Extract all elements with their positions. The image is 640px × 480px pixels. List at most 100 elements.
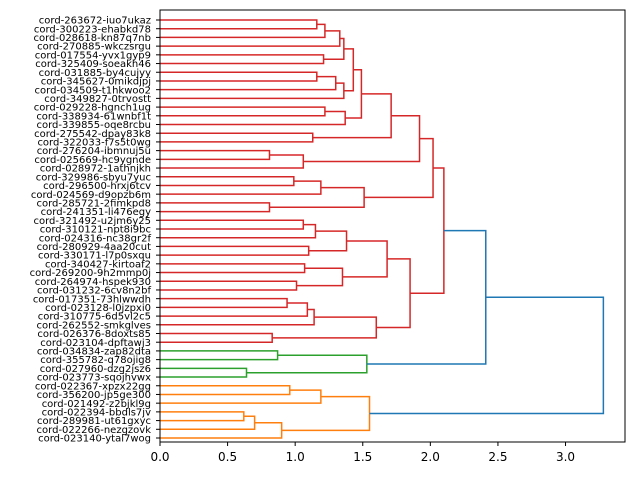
- leaf-label: cord-330171-l7p0sxqu: [38, 251, 151, 262]
- leaf-label: cord-356200-jp5ge300: [37, 390, 151, 401]
- dendrogram-link: [160, 219, 305, 230]
- dendrogram-link: [312, 93, 392, 139]
- dendrogram-link: [410, 167, 445, 294]
- dendrogram-link: [160, 132, 314, 143]
- leaf-label: cord-262552-smkglves: [37, 320, 151, 331]
- dendrogram-link: [160, 106, 326, 117]
- dendrogram-link: [160, 54, 325, 65]
- leaf-label: cord-322033-f7s5t0wg: [37, 138, 151, 149]
- leaf-label: cord-355782-q78ojig8: [40, 355, 151, 366]
- leaf-label: cord-310121-npt8i9bc: [40, 225, 151, 236]
- leaf-label: cord-017351-73hlwwdh: [33, 294, 151, 305]
- dendrogram-link: [160, 82, 345, 100]
- leaf-labels: cord-263672-iuo7ukazcord-300223-ehabkd78…: [30, 16, 160, 445]
- dendrogram-link: [366, 229, 487, 365]
- leaf-label: cord-022367-xpzx22gg: [35, 381, 151, 392]
- leaf-label: cord-263672-iuo7ukaz: [39, 16, 151, 27]
- leaf-label: cord-023128-l0jzpxi0: [45, 303, 151, 314]
- leaf-label: cord-025669-hc9ygnde: [34, 155, 151, 166]
- leaf-label: cord-241351-li476egy: [41, 207, 151, 218]
- dendrogram-link: [160, 30, 341, 47]
- dendrogram-links: [160, 19, 605, 439]
- dendrogram-link: [160, 154, 305, 169]
- dendrogram-link: [160, 223, 317, 239]
- leaf-label: cord-029228-hgnch1ug: [34, 103, 151, 114]
- leaf-label: cord-031232-6cv8n2bf: [37, 286, 151, 297]
- leaf-label: cord-296500-hrxj6tcv: [43, 181, 151, 192]
- dendrogram-link: [160, 245, 310, 256]
- leaf-label: cord-017554-yvx1gyp9: [35, 50, 151, 61]
- dendrogram-link: [308, 230, 348, 252]
- dendrogram-link: [160, 385, 291, 396]
- leaf-label: cord-269200-9h2mmp0j: [30, 268, 151, 279]
- dendrogram-link: [160, 367, 248, 378]
- dendrogram-link: [323, 37, 345, 60]
- dendrogram-link: [246, 354, 368, 374]
- dendrogram-link: [160, 149, 271, 161]
- dendrogram-link: [160, 71, 318, 82]
- leaf-label: cord-338934-61wnbf1t: [36, 111, 151, 122]
- dendrogram-link: [160, 332, 273, 343]
- leaf-label: cord-023104-dpftawj3: [40, 338, 151, 349]
- dendrogram-link: [160, 202, 271, 213]
- dendrogram-link: [160, 302, 309, 317]
- leaf-label: cord-310775-6d5vl2c5: [38, 312, 151, 323]
- dendrogram-link: [160, 280, 298, 291]
- leaf-label: cord-264974-hspek930: [35, 277, 151, 288]
- leaf-label: cord-031885-by4cujyy: [39, 68, 151, 79]
- leaf-label: cord-300223-ehabkd78: [34, 24, 151, 35]
- dendrogram-link: [160, 308, 315, 326]
- dendrogram-link: [303, 114, 421, 163]
- leaf-label: cord-022394-bbdls7jv: [42, 407, 151, 418]
- dendrogram-link: [343, 48, 355, 92]
- leaf-label: cord-280929-4aa20cut: [37, 242, 151, 253]
- dendrogram-link: [160, 180, 322, 195]
- leaf-label: cord-028618-kn87q7nb: [33, 33, 151, 44]
- dendrogram-link: [160, 422, 283, 439]
- dendrogram-link: [160, 23, 326, 39]
- dendrogram-link: [160, 75, 337, 91]
- dendrogram-link: [281, 395, 371, 432]
- dendrogram-link: [342, 240, 388, 278]
- leaf-label: cord-275542-dpay83k8: [34, 129, 151, 140]
- leaf-label: cord-027960-dzg2jsz6: [40, 364, 151, 375]
- leaf-label: cord-023773-sqojhvwx: [37, 373, 151, 384]
- x-tick-label: 0.5: [218, 450, 237, 464]
- leaf-label: cord-026376-8doxts85: [37, 329, 151, 340]
- dendrogram-link: [160, 389, 322, 404]
- dendrogram-link: [160, 350, 279, 361]
- dendrogram-link: [376, 258, 411, 329]
- x-tick-label: 0.0: [150, 450, 169, 464]
- x-tick-label: 2.0: [421, 450, 440, 464]
- dendrogram-link: [369, 296, 605, 415]
- leaf-label: cord-021492-z2bjkl9g: [42, 399, 151, 410]
- dendrogram-link: [160, 297, 288, 309]
- dendrogram-link: [160, 411, 245, 422]
- leaf-label: cord-345627-0mikdjpj: [41, 77, 151, 88]
- x-tick-label: 1.5: [353, 450, 372, 464]
- leaf-label: cord-321492-u2jm6y25: [33, 216, 151, 227]
- leaf-label: cord-024316-nc38gr2f: [39, 233, 152, 244]
- x-tick-label: 3.0: [556, 450, 575, 464]
- dendrogram-link: [160, 263, 306, 274]
- x-tick-label: 2.5: [488, 450, 507, 464]
- dendrogram-link: [160, 110, 346, 126]
- dendrogram-link: [272, 316, 378, 339]
- leaf-label: cord-289981-ut61gxyc: [37, 416, 151, 427]
- dendrogram-link: [296, 267, 344, 287]
- dendrogram-link: [160, 176, 295, 187]
- leaf-label: cord-034834-zap82dta: [37, 347, 151, 358]
- x-tick-label: 1.0: [286, 450, 305, 464]
- leaf-label: cord-325409-soeakh46: [35, 59, 151, 70]
- x-axis: 0.0 0.5 1.0 1.5 2.0 2.5 3.0: [150, 442, 575, 464]
- dendrogram-link: [269, 186, 365, 208]
- leaf-label: cord-023140-ytal7wog: [38, 434, 151, 445]
- leaf-label: cord-340427-kirtoaf2: [45, 259, 151, 270]
- dendrogram-link: [364, 137, 434, 199]
- leaf-label: cord-034509-t1hkwoo2: [35, 85, 151, 96]
- dendrogram-link: [160, 19, 318, 30]
- leaf-label: cord-270885-wkczsrgu: [37, 42, 151, 53]
- dendrogram-link: [160, 415, 256, 431]
- leaf-label: cord-329986-sbyu7yuc: [36, 172, 151, 183]
